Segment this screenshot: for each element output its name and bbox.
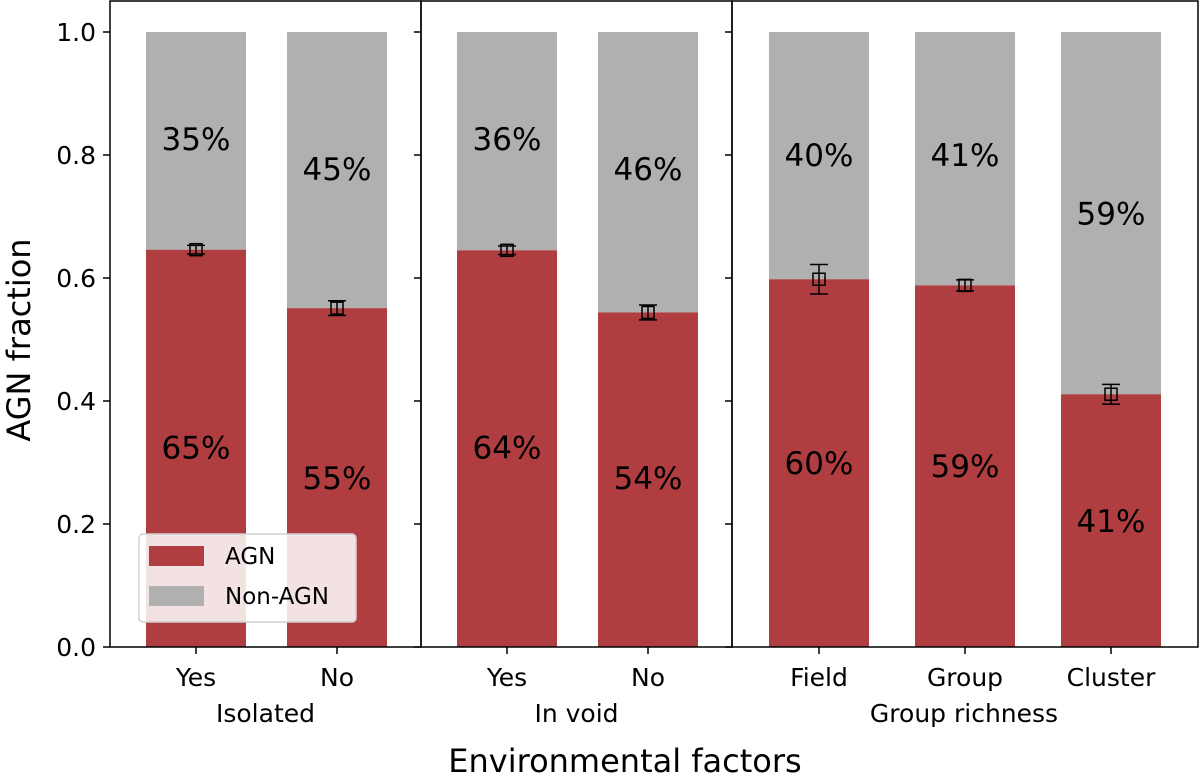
pct-label-non-agn-isolated-no: 45% xyxy=(303,152,372,188)
bar-agn-in-void-yes xyxy=(457,250,557,647)
pct-label-agn-group-richness-group: 59% xyxy=(931,449,1000,485)
bar-agn-in-void-no xyxy=(598,312,698,647)
bar-agn-group-richness-cluster xyxy=(1061,394,1161,647)
error-bar-group-richness-cluster xyxy=(1102,383,1120,405)
bar-non-agn-isolated-no xyxy=(287,32,387,309)
error-bar-isolated-no xyxy=(328,300,346,317)
pct-label-non-agn-group-richness-group: 41% xyxy=(931,138,1000,174)
pct-label-non-agn-group-richness-field: 40% xyxy=(785,138,854,174)
y-tick-label: 0.4 xyxy=(56,387,96,416)
y-tick-label: 0.0 xyxy=(56,633,96,662)
bars-layer xyxy=(146,32,1161,647)
legend-swatch-agn xyxy=(149,546,204,566)
error-bar-isolated-yes xyxy=(187,242,205,257)
error-bar-in-void-yes xyxy=(498,243,516,258)
pct-label-non-agn-in-void-yes: 36% xyxy=(473,122,542,158)
x-tick-label-group-richness-field: Field xyxy=(790,663,848,692)
error-bars-layer xyxy=(187,242,1120,405)
percent-labels-layer: 35% 65% 45% 55% 36% 64% 46% 54% 40% 60% 41% 59% 59% 4… xyxy=(162,122,1146,540)
group-label-3: Group richness xyxy=(870,699,1058,728)
bar-non-agn-group-richness-group xyxy=(915,32,1015,286)
pct-label-agn-isolated-no: 55% xyxy=(303,461,372,497)
bar-agn-group-richness-field xyxy=(769,279,869,647)
error-bar-in-void-no xyxy=(639,304,657,321)
legend-label-agn: AGN xyxy=(225,544,275,570)
y-tick-label: 0.2 xyxy=(56,510,96,539)
pct-label-agn-group-richness-cluster: 41% xyxy=(1077,504,1146,540)
legend: AGN Non-AGN xyxy=(138,533,357,623)
bar-non-agn-in-void-yes xyxy=(457,32,557,251)
error-bar-group-richness-field xyxy=(810,263,828,295)
pct-label-agn-in-void-yes: 64% xyxy=(473,431,542,467)
bar-non-agn-group-richness-field xyxy=(769,32,869,280)
x-tick-label-in-void-yes: Yes xyxy=(486,663,527,692)
y-axis-label: AGN fraction xyxy=(0,238,38,441)
bar-non-agn-isolated-yes xyxy=(146,32,246,250)
pct-label-non-agn-isolated-yes: 35% xyxy=(162,122,231,158)
x-tick-label-isolated-yes: Yes xyxy=(175,663,216,692)
error-bar-group-richness-group xyxy=(956,278,974,293)
x-tick-label-group-richness-group: Group xyxy=(927,663,1003,692)
x-tick-label-isolated-no: No xyxy=(320,663,354,692)
legend-swatch-non-agn xyxy=(149,586,204,606)
x-tick-label-in-void-no: No xyxy=(631,663,665,692)
pct-label-agn-group-richness-field: 60% xyxy=(785,446,854,482)
y-tick-label: 0.8 xyxy=(56,141,96,170)
bar-non-agn-in-void-no xyxy=(598,32,698,313)
y-tick-label: 1.0 xyxy=(56,18,96,47)
bar-non-agn-group-richness-cluster xyxy=(1061,32,1161,395)
bar-agn-group-richness-group xyxy=(915,285,1015,647)
legend-label-non-agn: Non-AGN xyxy=(225,584,329,610)
group-label-2: In void xyxy=(534,699,618,728)
group-label-1: Isolated xyxy=(216,699,315,728)
x-axis-label: Environmental factors xyxy=(448,742,801,779)
pct-label-non-agn-in-void-no: 46% xyxy=(614,152,683,188)
pct-label-agn-isolated-yes: 65% xyxy=(162,431,231,467)
y-tick-label: 0.6 xyxy=(56,264,96,293)
pct-label-agn-in-void-no: 54% xyxy=(614,461,683,497)
pct-label-non-agn-group-richness-cluster: 59% xyxy=(1077,196,1146,232)
x-tick-label-group-richness-cluster: Cluster xyxy=(1067,663,1156,692)
